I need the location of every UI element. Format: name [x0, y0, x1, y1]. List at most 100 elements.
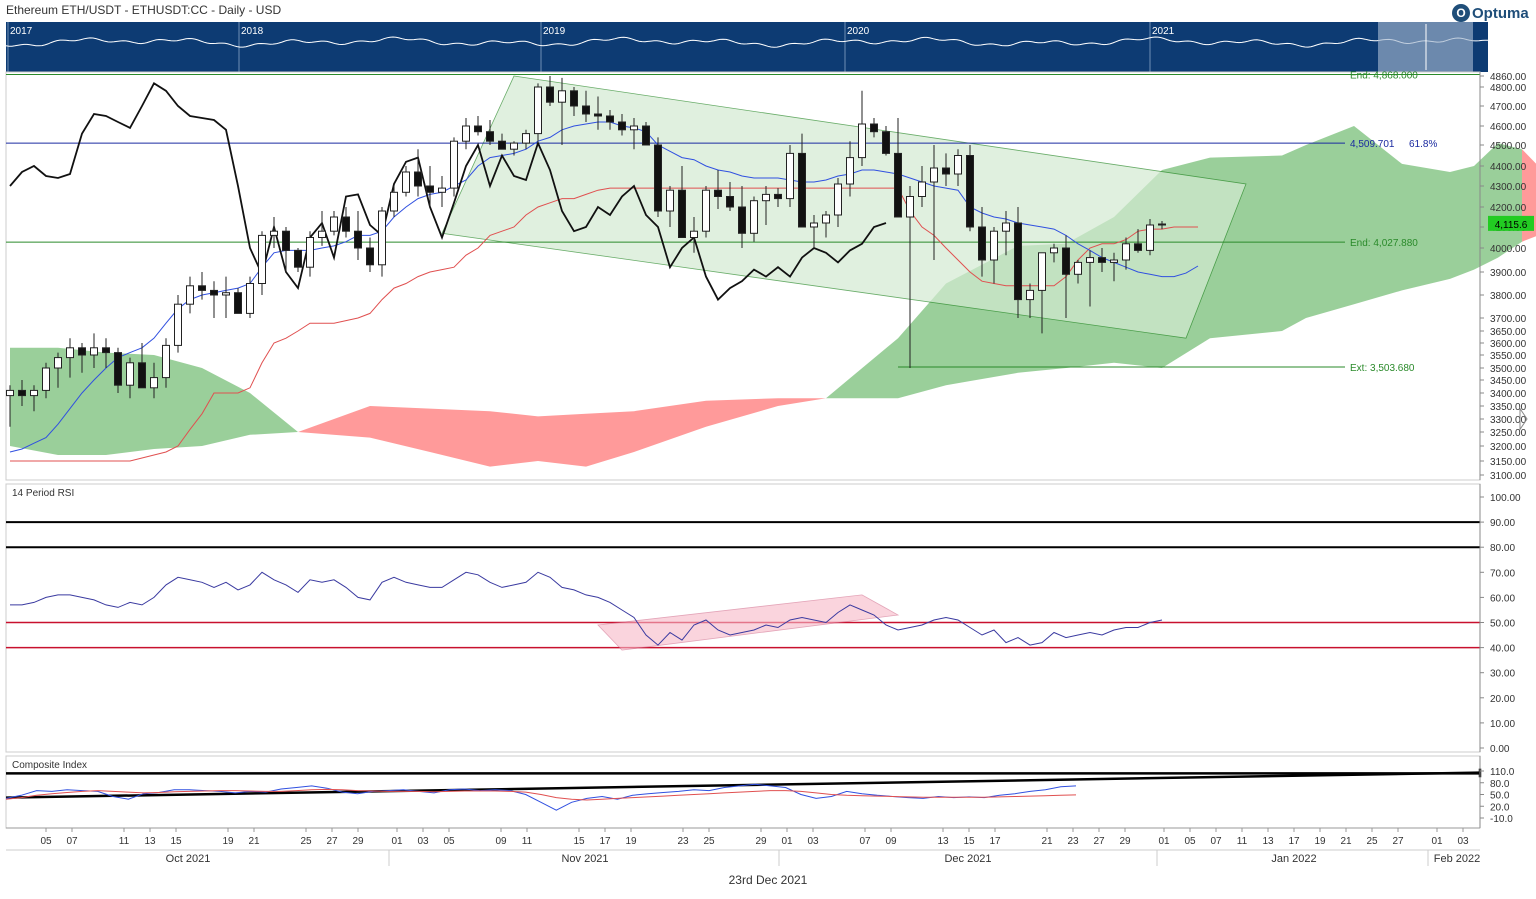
candle — [150, 377, 158, 389]
time-axis-day-label: 11 — [1237, 836, 1248, 847]
candle — [198, 285, 206, 291]
time-axis-day-label: 05 — [443, 836, 455, 847]
candle — [666, 189, 674, 212]
time-axis-day-label: 15 — [573, 836, 585, 847]
brand-logo: O Optuma — [1452, 2, 1529, 24]
rsi-rising-channel — [597, 594, 900, 651]
candle — [390, 191, 398, 212]
price-axis-label: 3550.00 — [1490, 351, 1527, 362]
candle — [1050, 247, 1058, 254]
time-axis-day-label: 19 — [222, 836, 234, 847]
chikou-span-line — [9, 82, 887, 302]
time-axis-day-label: 25 — [300, 836, 312, 847]
last-price-label: 4,115.6 — [1495, 220, 1528, 231]
time-axis-month-label: Feb 2022 — [1434, 853, 1480, 865]
candle — [366, 247, 374, 266]
candle — [90, 347, 98, 356]
candle — [1098, 257, 1106, 263]
candle — [42, 367, 50, 391]
candle — [246, 283, 254, 314]
price-axis-label: 3100.00 — [1490, 471, 1527, 482]
candle — [1134, 243, 1142, 251]
time-axis-day-label: 01 — [391, 836, 403, 847]
time-axis-day-label: 17 — [1288, 836, 1300, 847]
ci-axis-label: 20.0 — [1490, 802, 1510, 813]
optuma-logo-icon: O — [1452, 4, 1470, 22]
time-axis-day-label: 11 — [119, 836, 130, 847]
candle — [498, 140, 506, 150]
candle — [786, 152, 794, 200]
end-high-label: End: 4,868.000 — [1350, 71, 1418, 82]
kijun-sen-line — [10, 187, 1198, 462]
price-axis-label: 3800.00 — [1490, 291, 1527, 302]
candle — [678, 189, 686, 238]
candle — [618, 121, 626, 131]
rsi-panel[interactable]: 14 Period RSI 100.00 90.00 80.00 70.00 60.00 5… — [5, 483, 1521, 755]
price-panel[interactable]: End: 4,868.000 4,509.701 61.8% End: 4,027.8… — [5, 71, 1536, 482]
price-axis-label: 3900.00 — [1490, 268, 1527, 279]
rsi-axis-label: 50.00 — [1490, 619, 1515, 630]
time-axis-day-label: 07 — [1210, 836, 1222, 847]
candle — [414, 171, 422, 187]
price-axis-label: 4200.00 — [1490, 203, 1527, 214]
candle — [642, 125, 650, 146]
candle — [654, 144, 662, 212]
candle — [438, 187, 446, 193]
composite-index-panel[interactable]: Composite Index 110.080.050.020.0-10.0 — [5, 755, 1515, 829]
time-axis-day-label: 01 — [1431, 836, 1443, 847]
candle — [138, 362, 146, 389]
candle — [1002, 222, 1010, 232]
time-axis-day-label: 13 — [937, 836, 949, 847]
time-axis-day-label: 23 — [1067, 836, 1079, 847]
candle — [402, 171, 410, 193]
candle — [1122, 243, 1130, 261]
candle — [126, 362, 134, 386]
chart-title: Ethereum ETH/USDT - ETHUSDT:CC - Daily -… — [6, 3, 282, 17]
time-axis-day-label: 01 — [781, 836, 793, 847]
candle — [270, 230, 278, 236]
rsi-axis-label: 10.00 — [1490, 719, 1515, 730]
time-axis-day-label: 05 — [1184, 836, 1196, 847]
time-axis-day-label: 05 — [40, 836, 52, 847]
price-axis-label: 3600.00 — [1490, 339, 1527, 350]
time-axis-day-label: 27 — [326, 836, 338, 847]
time-axis-day-label: 09 — [885, 836, 897, 847]
fib-pct-label: 61.8% — [1409, 139, 1437, 150]
candle — [474, 125, 482, 133]
candle — [186, 285, 194, 305]
candle — [822, 214, 830, 224]
candle — [606, 115, 614, 123]
candle — [426, 185, 434, 193]
time-axis-day-label: 29 — [352, 836, 364, 847]
price-axis-label: 4500.00 — [1490, 141, 1527, 152]
time-axis-day-label: 19 — [1314, 836, 1326, 847]
candle — [918, 181, 926, 197]
time-axis-day-label: 27 — [1093, 836, 1105, 847]
end-low-label: End: 4,027.880 — [1350, 238, 1418, 249]
candle — [234, 292, 242, 314]
navigator-year-label: 2018 — [241, 26, 264, 37]
candle — [1086, 257, 1094, 263]
time-axis-day-label: 15 — [963, 836, 975, 847]
time-axis-day-label: 17 — [989, 836, 1001, 847]
candle — [162, 344, 170, 379]
candle — [558, 90, 566, 103]
candle — [354, 230, 362, 249]
time-axis-day-label: 13 — [1262, 836, 1274, 847]
fib-level-label: 4,509.701 — [1350, 139, 1395, 150]
candle — [594, 113, 602, 117]
time-axis-day-label: 07 — [859, 836, 871, 847]
overview-navigator[interactable]: 2017 2018 2019 2020 2021 — [5, 22, 1488, 72]
candle — [210, 289, 218, 296]
candle — [294, 249, 302, 268]
brand-name: Optuma — [1472, 4, 1529, 22]
time-axis-day-label: 29 — [1119, 836, 1131, 847]
time-axis-day-label: 25 — [1366, 836, 1378, 847]
time-axis-month-label: Nov 2021 — [561, 853, 608, 865]
candle — [570, 90, 578, 107]
candle — [546, 86, 554, 103]
price-axis-label: 3700.00 — [1490, 314, 1527, 325]
rsi-axis-label: 100.00 — [1490, 493, 1521, 504]
price-axis-label: 4400.00 — [1490, 162, 1527, 173]
